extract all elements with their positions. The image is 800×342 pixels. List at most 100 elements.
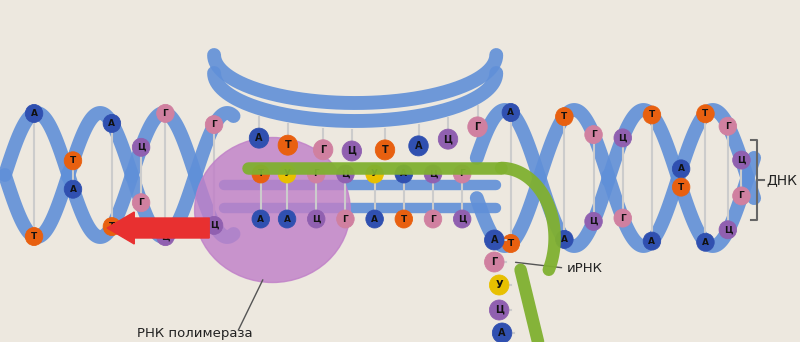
Circle shape bbox=[733, 151, 750, 169]
Text: А: А bbox=[258, 214, 264, 224]
Circle shape bbox=[132, 194, 150, 212]
Circle shape bbox=[337, 165, 354, 183]
Text: Ц: Ц bbox=[618, 133, 627, 142]
Circle shape bbox=[64, 180, 82, 198]
Text: А: А bbox=[678, 165, 685, 173]
Circle shape bbox=[132, 138, 150, 156]
Circle shape bbox=[556, 108, 573, 126]
Text: А: А bbox=[108, 119, 115, 128]
Circle shape bbox=[206, 116, 223, 134]
Circle shape bbox=[643, 232, 661, 250]
Circle shape bbox=[103, 115, 121, 132]
Circle shape bbox=[314, 140, 333, 160]
Circle shape bbox=[424, 165, 442, 183]
Text: иРНК: иРНК bbox=[566, 262, 602, 275]
Circle shape bbox=[409, 136, 428, 156]
Text: ДНК: ДНК bbox=[766, 173, 798, 187]
Text: А: А bbox=[414, 141, 422, 151]
Text: А: А bbox=[507, 108, 514, 117]
Circle shape bbox=[614, 209, 631, 227]
Text: Ц: Ц bbox=[137, 143, 146, 152]
Text: Т: Т bbox=[508, 239, 514, 248]
Text: Г: Г bbox=[430, 214, 436, 224]
Text: Т: Т bbox=[382, 145, 388, 155]
Text: А: А bbox=[561, 235, 568, 244]
Text: А: А bbox=[70, 185, 77, 194]
Text: Ц: Ц bbox=[738, 156, 746, 165]
Circle shape bbox=[438, 129, 458, 149]
Text: А: А bbox=[255, 133, 262, 143]
Text: Г: Г bbox=[211, 120, 217, 129]
Text: Т: Т bbox=[285, 140, 291, 150]
Circle shape bbox=[337, 210, 354, 228]
Text: Т: Т bbox=[562, 112, 567, 121]
Text: Г: Г bbox=[314, 170, 319, 179]
Circle shape bbox=[250, 128, 269, 148]
Text: Ц: Ц bbox=[458, 214, 466, 224]
Text: Г: Г bbox=[725, 122, 730, 131]
Text: А: А bbox=[371, 214, 378, 224]
Text: Г: Г bbox=[138, 198, 144, 207]
Circle shape bbox=[26, 227, 43, 246]
Circle shape bbox=[614, 129, 631, 147]
Circle shape bbox=[278, 135, 298, 155]
Text: Г: Г bbox=[738, 192, 744, 200]
Circle shape bbox=[585, 126, 602, 144]
Text: У: У bbox=[371, 170, 378, 179]
Circle shape bbox=[103, 218, 121, 236]
Text: Г: Г bbox=[620, 214, 626, 223]
Text: А: А bbox=[649, 237, 655, 246]
Circle shape bbox=[157, 228, 174, 246]
FancyArrow shape bbox=[107, 212, 210, 244]
Circle shape bbox=[206, 216, 223, 234]
Text: А: А bbox=[283, 214, 290, 224]
Circle shape bbox=[697, 233, 714, 251]
Text: А: А bbox=[490, 235, 498, 245]
Circle shape bbox=[64, 152, 82, 170]
Circle shape bbox=[424, 210, 442, 228]
Circle shape bbox=[395, 210, 413, 228]
Text: Г: Г bbox=[459, 170, 465, 179]
Circle shape bbox=[485, 252, 504, 272]
Text: Ц: Ц bbox=[443, 134, 453, 144]
Text: Ц: Ц bbox=[347, 146, 356, 156]
Ellipse shape bbox=[194, 137, 350, 282]
Circle shape bbox=[490, 300, 509, 320]
Circle shape bbox=[485, 230, 504, 250]
Circle shape bbox=[719, 221, 737, 239]
Circle shape bbox=[502, 235, 519, 252]
Text: Ц: Ц bbox=[162, 232, 170, 241]
Text: Т: Т bbox=[702, 109, 709, 118]
Circle shape bbox=[719, 117, 737, 135]
Circle shape bbox=[342, 141, 362, 161]
Text: РНК полимераза: РНК полимераза bbox=[137, 327, 253, 340]
Circle shape bbox=[395, 165, 413, 183]
Text: Г: Г bbox=[342, 214, 348, 224]
Circle shape bbox=[278, 210, 296, 228]
Circle shape bbox=[733, 187, 750, 205]
Text: Ц: Ц bbox=[724, 225, 732, 234]
Circle shape bbox=[366, 210, 383, 228]
Text: Ц: Ц bbox=[312, 214, 321, 224]
Circle shape bbox=[468, 117, 487, 137]
Text: А: А bbox=[30, 109, 38, 118]
Circle shape bbox=[278, 165, 296, 183]
Text: Ц: Ц bbox=[494, 305, 504, 315]
Text: Ц: Ц bbox=[210, 221, 218, 230]
Text: У: У bbox=[495, 280, 503, 290]
Circle shape bbox=[502, 104, 519, 121]
Text: Ц: Ц bbox=[429, 170, 437, 179]
Text: Г: Г bbox=[491, 257, 498, 267]
Text: Т: Т bbox=[401, 214, 407, 224]
Circle shape bbox=[252, 210, 270, 228]
Circle shape bbox=[492, 323, 512, 342]
Circle shape bbox=[697, 105, 714, 123]
Text: А: А bbox=[702, 238, 709, 247]
Circle shape bbox=[252, 165, 270, 183]
Circle shape bbox=[585, 212, 602, 231]
Circle shape bbox=[490, 275, 509, 295]
Circle shape bbox=[26, 105, 43, 122]
Text: У: У bbox=[283, 170, 290, 179]
Circle shape bbox=[307, 210, 325, 228]
Circle shape bbox=[672, 160, 690, 178]
